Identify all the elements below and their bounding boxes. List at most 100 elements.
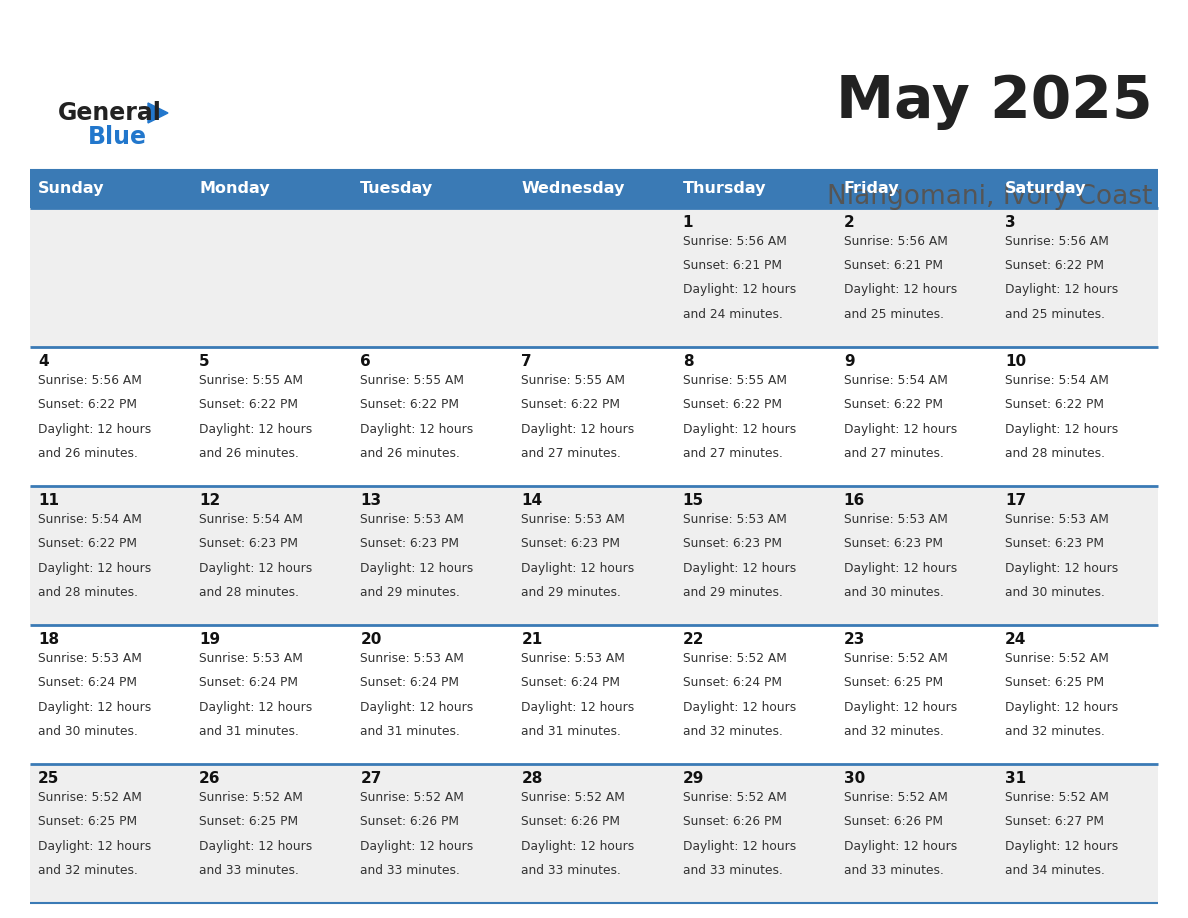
- Text: 21: 21: [522, 632, 543, 647]
- Text: Sunrise: 5:52 AM: Sunrise: 5:52 AM: [1005, 652, 1108, 665]
- Text: Sunset: 6:21 PM: Sunset: 6:21 PM: [683, 259, 782, 272]
- Text: Daylight: 12 hours: Daylight: 12 hours: [522, 700, 634, 713]
- Text: and 33 minutes.: and 33 minutes.: [360, 864, 460, 877]
- Text: and 28 minutes.: and 28 minutes.: [1005, 447, 1105, 460]
- Text: Sunset: 6:22 PM: Sunset: 6:22 PM: [38, 398, 137, 411]
- Text: Daylight: 12 hours: Daylight: 12 hours: [683, 700, 796, 713]
- Text: Daylight: 12 hours: Daylight: 12 hours: [38, 562, 151, 575]
- Text: Daylight: 12 hours: Daylight: 12 hours: [1005, 700, 1118, 713]
- Bar: [30, 207, 1158, 347]
- Text: Daylight: 12 hours: Daylight: 12 hours: [843, 422, 958, 435]
- Text: Daylight: 12 hours: Daylight: 12 hours: [38, 840, 151, 853]
- Text: and 25 minutes.: and 25 minutes.: [843, 308, 943, 320]
- Text: 13: 13: [360, 493, 381, 508]
- Text: Daylight: 12 hours: Daylight: 12 hours: [38, 700, 151, 713]
- Text: Daylight: 12 hours: Daylight: 12 hours: [843, 840, 958, 853]
- Text: Daylight: 12 hours: Daylight: 12 hours: [683, 840, 796, 853]
- Text: Sunset: 6:23 PM: Sunset: 6:23 PM: [200, 537, 298, 550]
- Text: Sunset: 6:22 PM: Sunset: 6:22 PM: [1005, 398, 1104, 411]
- Text: 22: 22: [683, 632, 704, 647]
- Text: 15: 15: [683, 493, 703, 508]
- Text: and 33 minutes.: and 33 minutes.: [522, 864, 621, 877]
- Text: 26: 26: [200, 771, 221, 786]
- Text: 18: 18: [38, 632, 59, 647]
- Text: 29: 29: [683, 771, 704, 786]
- Text: and 31 minutes.: and 31 minutes.: [522, 725, 621, 738]
- Bar: [30, 347, 1158, 486]
- Text: Sunrise: 5:54 AM: Sunrise: 5:54 AM: [200, 513, 303, 526]
- Text: Daylight: 12 hours: Daylight: 12 hours: [843, 284, 958, 297]
- Text: Sunrise: 5:56 AM: Sunrise: 5:56 AM: [843, 235, 948, 248]
- Text: Sunset: 6:21 PM: Sunset: 6:21 PM: [843, 259, 943, 272]
- Text: 11: 11: [38, 493, 59, 508]
- Text: Sunrise: 5:54 AM: Sunrise: 5:54 AM: [38, 513, 141, 526]
- Text: Sunrise: 5:55 AM: Sunrise: 5:55 AM: [200, 374, 303, 386]
- Text: 23: 23: [843, 632, 865, 647]
- Text: Sunrise: 5:53 AM: Sunrise: 5:53 AM: [360, 513, 465, 526]
- Text: Sunset: 6:24 PM: Sunset: 6:24 PM: [38, 677, 137, 689]
- Text: 9: 9: [843, 353, 854, 369]
- Text: Sunset: 6:22 PM: Sunset: 6:22 PM: [360, 398, 460, 411]
- Text: and 34 minutes.: and 34 minutes.: [1005, 864, 1105, 877]
- Text: 27: 27: [360, 771, 381, 786]
- Text: Sunrise: 5:56 AM: Sunrise: 5:56 AM: [38, 374, 141, 386]
- Text: Daylight: 12 hours: Daylight: 12 hours: [683, 284, 796, 297]
- Text: Sunset: 6:24 PM: Sunset: 6:24 PM: [360, 677, 460, 689]
- Text: and 31 minutes.: and 31 minutes.: [200, 725, 299, 738]
- Text: 24: 24: [1005, 632, 1026, 647]
- Text: Monday: Monday: [200, 182, 270, 196]
- Text: Daylight: 12 hours: Daylight: 12 hours: [1005, 840, 1118, 853]
- Text: 14: 14: [522, 493, 543, 508]
- Text: 31: 31: [1005, 771, 1026, 786]
- Text: Sunset: 6:23 PM: Sunset: 6:23 PM: [843, 537, 943, 550]
- Text: Tuesday: Tuesday: [360, 182, 434, 196]
- Text: Sunset: 6:22 PM: Sunset: 6:22 PM: [522, 398, 620, 411]
- Text: Sunrise: 5:52 AM: Sunrise: 5:52 AM: [683, 791, 786, 804]
- Text: 1: 1: [683, 215, 693, 230]
- Text: 17: 17: [1005, 493, 1026, 508]
- Bar: [835, 170, 997, 207]
- Text: 7: 7: [522, 353, 532, 369]
- Text: Sunday: Sunday: [38, 182, 105, 196]
- Text: and 29 minutes.: and 29 minutes.: [360, 586, 460, 599]
- Text: Daylight: 12 hours: Daylight: 12 hours: [1005, 562, 1118, 575]
- Text: Sunrise: 5:53 AM: Sunrise: 5:53 AM: [522, 513, 625, 526]
- Text: and 27 minutes.: and 27 minutes.: [683, 447, 783, 460]
- Text: Sunrise: 5:52 AM: Sunrise: 5:52 AM: [683, 652, 786, 665]
- Text: Sunset: 6:22 PM: Sunset: 6:22 PM: [843, 398, 943, 411]
- Bar: [997, 170, 1158, 207]
- Text: and 24 minutes.: and 24 minutes.: [683, 308, 783, 320]
- Text: Sunset: 6:25 PM: Sunset: 6:25 PM: [200, 815, 298, 828]
- Text: and 32 minutes.: and 32 minutes.: [843, 725, 943, 738]
- Text: Sunset: 6:25 PM: Sunset: 6:25 PM: [38, 815, 137, 828]
- Text: Daylight: 12 hours: Daylight: 12 hours: [843, 562, 958, 575]
- Text: Wednesday: Wednesday: [522, 182, 625, 196]
- Text: Sunset: 6:22 PM: Sunset: 6:22 PM: [1005, 259, 1104, 272]
- Text: 10: 10: [1005, 353, 1026, 369]
- Text: Sunrise: 5:53 AM: Sunrise: 5:53 AM: [200, 652, 303, 665]
- Bar: [30, 170, 191, 207]
- Text: 6: 6: [360, 353, 371, 369]
- Text: Sunset: 6:25 PM: Sunset: 6:25 PM: [1005, 677, 1104, 689]
- Text: Daylight: 12 hours: Daylight: 12 hours: [1005, 284, 1118, 297]
- Text: and 29 minutes.: and 29 minutes.: [683, 586, 783, 599]
- Text: Daylight: 12 hours: Daylight: 12 hours: [200, 840, 312, 853]
- Text: Sunset: 6:24 PM: Sunset: 6:24 PM: [522, 677, 620, 689]
- Text: and 25 minutes.: and 25 minutes.: [1005, 308, 1105, 320]
- Text: 3: 3: [1005, 215, 1016, 230]
- Text: Daylight: 12 hours: Daylight: 12 hours: [38, 422, 151, 435]
- Text: and 28 minutes.: and 28 minutes.: [200, 586, 299, 599]
- Text: Daylight: 12 hours: Daylight: 12 hours: [843, 700, 958, 713]
- Text: May 2025: May 2025: [835, 73, 1152, 130]
- Text: Sunrise: 5:55 AM: Sunrise: 5:55 AM: [683, 374, 786, 386]
- Text: Sunset: 6:25 PM: Sunset: 6:25 PM: [843, 677, 943, 689]
- Text: Sunrise: 5:52 AM: Sunrise: 5:52 AM: [1005, 791, 1108, 804]
- Bar: [675, 170, 835, 207]
- Text: Daylight: 12 hours: Daylight: 12 hours: [683, 562, 796, 575]
- Text: and 32 minutes.: and 32 minutes.: [1005, 725, 1105, 738]
- Text: Friday: Friday: [843, 182, 899, 196]
- Text: and 30 minutes.: and 30 minutes.: [1005, 586, 1105, 599]
- Text: Sunrise: 5:54 AM: Sunrise: 5:54 AM: [1005, 374, 1108, 386]
- Text: Sunrise: 5:52 AM: Sunrise: 5:52 AM: [522, 791, 625, 804]
- Text: 16: 16: [843, 493, 865, 508]
